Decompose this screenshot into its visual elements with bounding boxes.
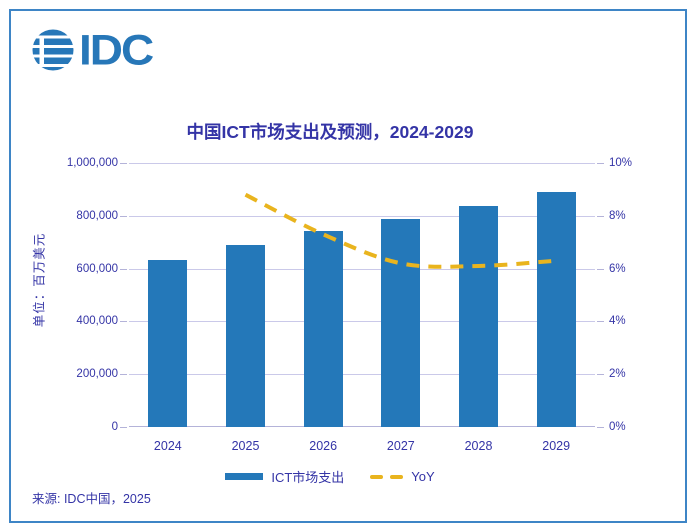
- right-tick-label: 2%: [609, 368, 626, 381]
- chart-legend: ICT市场支出 YoY: [40, 467, 620, 486]
- gridline: [129, 321, 595, 323]
- legend-label-yoy: YoY: [411, 469, 435, 484]
- idc-logo: IDC: [31, 26, 154, 74]
- bar-2026: [303, 231, 343, 427]
- right-tick-label: 10%: [609, 157, 633, 169]
- left-tick-label: 0: [111, 421, 118, 433]
- x-axis-label-2026: 2026: [309, 439, 338, 453]
- right-tick-mark: [597, 163, 604, 164]
- source-note: 来源: IDC中国，2025: [32, 492, 151, 506]
- left-tick-label: 200,000: [76, 368, 118, 381]
- gridline: [129, 163, 595, 164]
- right-tick-mark: [597, 321, 604, 323]
- legend-item-yoy: YoY: [370, 469, 435, 484]
- yoy-dashed-line: [244, 192, 557, 269]
- plot-area: [129, 163, 595, 427]
- chart-title: 中国ICT市场支出及预测，2024-2029: [186, 122, 474, 142]
- right-tick-mark: [597, 215, 604, 217]
- idc-globe-icon: [32, 29, 74, 71]
- line-series-swatch: [370, 474, 404, 479]
- gridline: [129, 268, 595, 270]
- right-tick-label: 6%: [609, 262, 626, 275]
- x-axis-label-2025: 2025: [231, 439, 260, 453]
- left-axis-unit-label: 单位：百万美元: [32, 232, 47, 328]
- right-tick-mark: [597, 268, 604, 270]
- right-tick-mark: [597, 427, 604, 428]
- x-axis-label-2027: 2027: [386, 439, 415, 453]
- bar-2027: [381, 219, 421, 427]
- x-axis-label-2024: 2024: [153, 439, 182, 453]
- x-axis-line: [129, 426, 595, 427]
- gridline: [129, 215, 595, 217]
- right-tick-label: 0%: [609, 421, 626, 433]
- left-tick-mark: [120, 321, 127, 323]
- left-tick-label: 1,000,000: [66, 157, 118, 169]
- left-tick-mark: [120, 268, 127, 270]
- bar-2028: [459, 206, 498, 427]
- right-tick-label: 8%: [609, 209, 626, 222]
- x-axis-label-2028: 2028: [464, 439, 493, 453]
- left-tick-label: 800,000: [76, 209, 118, 222]
- x-axis-label-2029: 2029: [542, 439, 571, 453]
- bar-2024: [148, 259, 188, 427]
- right-tick-mark: [597, 374, 604, 376]
- left-tick-mark: [120, 427, 127, 428]
- legend-label-ict-spending: ICT市场支出: [271, 470, 345, 485]
- left-tick-mark: [120, 374, 127, 376]
- idc-logo-text: IDC: [79, 26, 154, 74]
- gridline: [129, 374, 595, 376]
- bar-2029: [536, 192, 576, 427]
- yoy-line-layer: [244, 192, 557, 269]
- bar-series-swatch: [225, 473, 264, 480]
- legend-item-ict-spending: ICT市场支出: [225, 467, 344, 486]
- left-tick-mark: [120, 215, 127, 217]
- bar-2025: [226, 244, 265, 427]
- right-tick-label: 4%: [609, 315, 626, 328]
- left-tick-mark: [120, 163, 127, 164]
